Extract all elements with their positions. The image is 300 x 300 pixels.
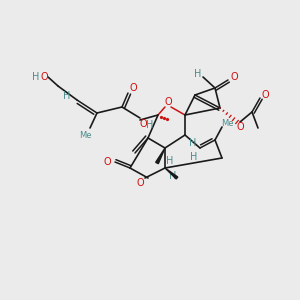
Text: O: O — [236, 122, 244, 132]
Text: H: H — [169, 171, 177, 181]
Text: O: O — [139, 119, 147, 129]
Text: O: O — [136, 178, 144, 188]
Text: O: O — [261, 90, 269, 100]
Polygon shape — [156, 148, 165, 164]
Text: H: H — [194, 69, 202, 79]
Text: O: O — [230, 72, 238, 82]
Text: O: O — [129, 83, 137, 93]
Text: Me: Me — [221, 119, 233, 128]
Text: O: O — [103, 157, 111, 167]
Polygon shape — [165, 168, 178, 179]
Text: H: H — [166, 156, 174, 166]
Text: H: H — [146, 120, 154, 130]
Text: O: O — [40, 72, 48, 82]
Text: H: H — [190, 152, 198, 162]
Text: Me: Me — [79, 130, 91, 140]
Text: H: H — [189, 138, 197, 148]
Text: H: H — [32, 72, 40, 82]
Text: O: O — [164, 97, 172, 107]
Text: H: H — [63, 91, 71, 101]
